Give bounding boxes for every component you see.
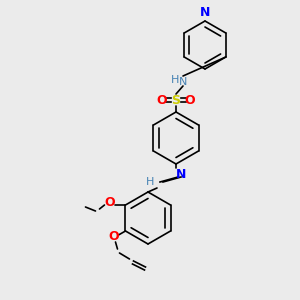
Text: S: S: [172, 94, 181, 106]
Text: N: N: [176, 167, 186, 181]
Text: O: O: [185, 94, 195, 106]
Text: H: H: [171, 75, 179, 85]
Text: H: H: [146, 177, 154, 187]
Text: O: O: [104, 196, 115, 209]
Text: N: N: [200, 6, 210, 19]
Text: O: O: [108, 230, 119, 244]
Text: O: O: [157, 94, 167, 106]
Text: N: N: [179, 77, 187, 87]
